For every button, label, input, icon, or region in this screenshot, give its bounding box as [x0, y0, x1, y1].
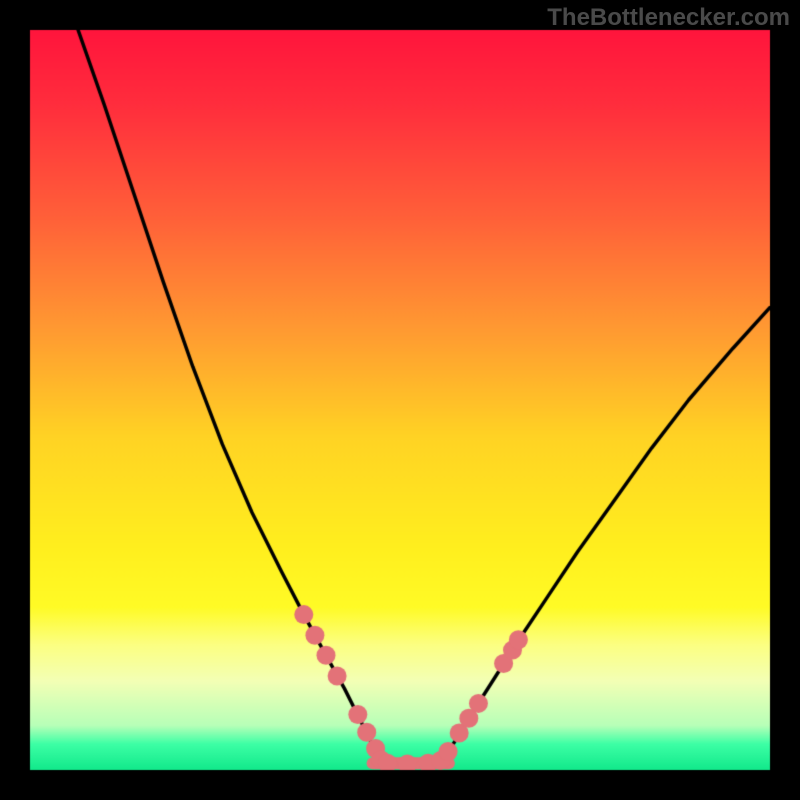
watermark-text: TheBottlenecker.com: [547, 4, 790, 32]
chart-root: TheBottlenecker.com: [0, 0, 800, 800]
bottleneck-chart: [0, 0, 800, 800]
